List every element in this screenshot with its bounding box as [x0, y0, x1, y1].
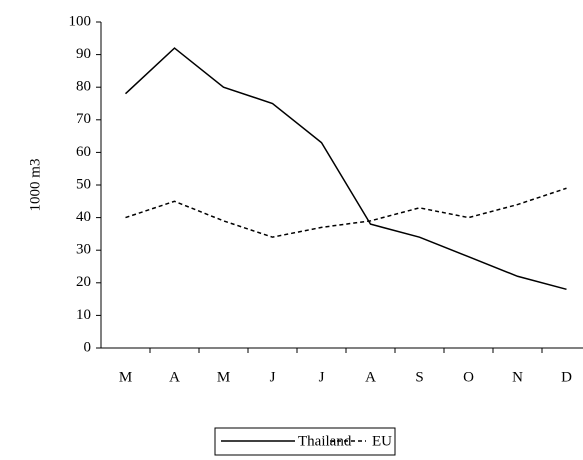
legend-box — [214, 427, 396, 456]
y-tick-label: 80 — [76, 79, 91, 95]
x-tick-label: D — [561, 369, 572, 385]
x-tick-label: A — [169, 369, 180, 385]
y-tick-label: 60 — [76, 144, 91, 160]
y-tick-label: 40 — [76, 209, 91, 225]
x-tick-label: M — [119, 369, 132, 385]
x-tick-label: J — [270, 369, 276, 385]
y-tick-label: 100 — [69, 13, 92, 29]
x-tick-label: S — [415, 369, 423, 385]
legend-label: Thailand — [298, 433, 352, 449]
legend-label: EU — [372, 433, 392, 449]
y-axis-label: 1000 m3 — [27, 159, 43, 212]
y-tick-label: 10 — [76, 307, 91, 323]
y-tick-label: 0 — [84, 339, 92, 355]
y-tick-label: 70 — [76, 111, 91, 127]
y-tick-label: 30 — [76, 242, 91, 258]
x-tick-label: O — [463, 369, 474, 385]
series-line — [125, 187, 567, 238]
series-line — [124, 47, 567, 291]
y-tick-label: 50 — [76, 176, 91, 192]
y-tick-label: 90 — [76, 46, 91, 62]
x-tick-label: M — [217, 369, 230, 385]
x-tick-label: A — [365, 369, 376, 385]
y-tick-label: 20 — [76, 274, 91, 290]
x-tick-label: J — [319, 369, 325, 385]
x-tick-label: N — [512, 369, 523, 385]
